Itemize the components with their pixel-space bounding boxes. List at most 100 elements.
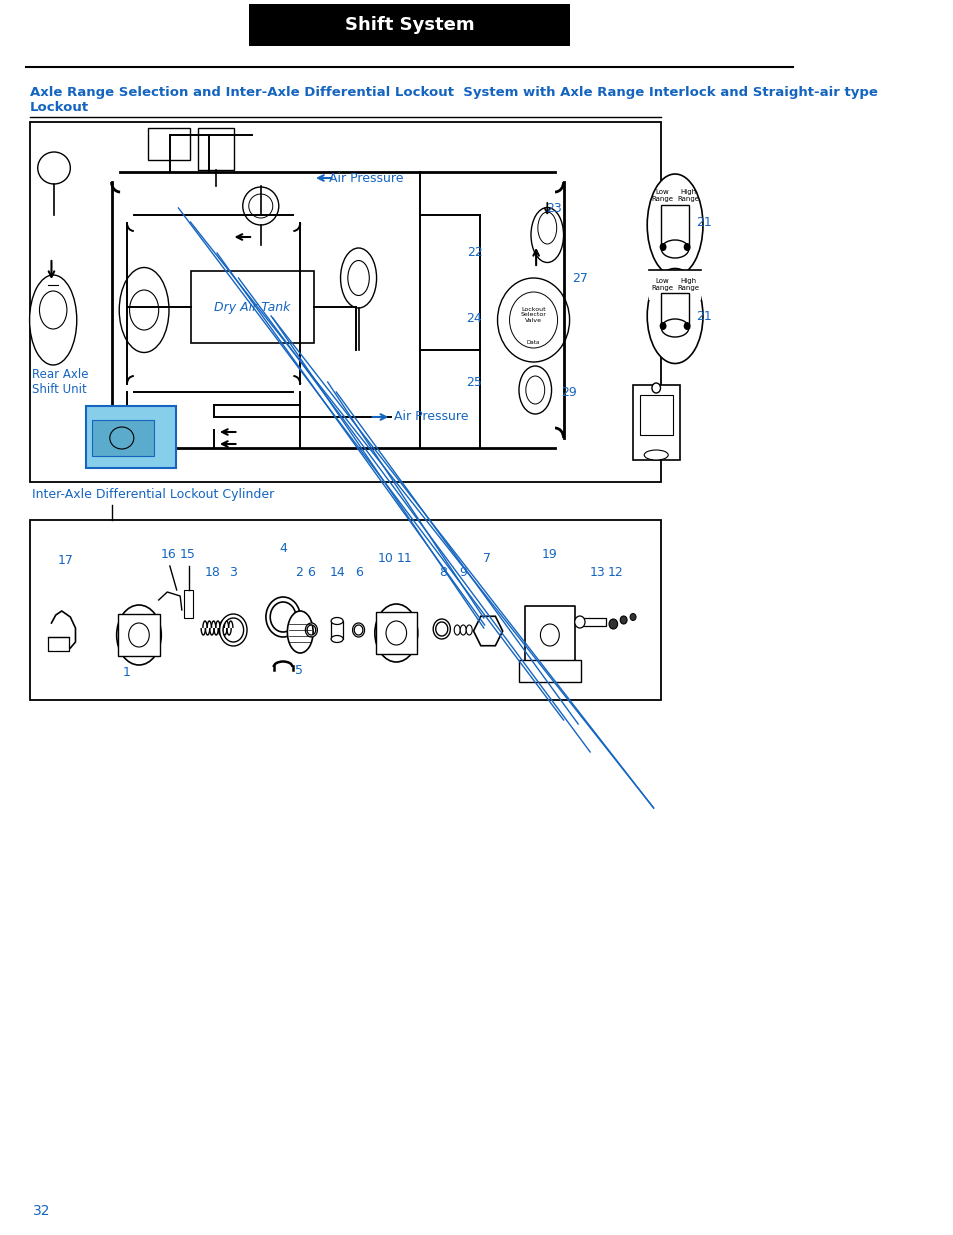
Ellipse shape bbox=[30, 275, 76, 366]
Circle shape bbox=[619, 616, 626, 624]
Text: 7: 7 bbox=[483, 552, 491, 566]
Text: 25: 25 bbox=[466, 375, 481, 389]
Ellipse shape bbox=[537, 212, 557, 245]
Bar bbox=[524, 606, 574, 674]
Text: 4: 4 bbox=[279, 542, 287, 556]
Text: 32: 32 bbox=[32, 1204, 51, 1218]
Text: 2: 2 bbox=[295, 566, 303, 578]
Text: Inter-Axle Differential Lockout Cylinder: Inter-Axle Differential Lockout Cylinder bbox=[31, 488, 274, 501]
Text: 19: 19 bbox=[541, 547, 558, 561]
Circle shape bbox=[608, 619, 617, 629]
Text: 11: 11 bbox=[396, 552, 413, 566]
Circle shape bbox=[659, 322, 666, 330]
Bar bbox=[198, 128, 233, 170]
Text: 21: 21 bbox=[696, 310, 712, 322]
Circle shape bbox=[683, 322, 690, 330]
Bar bbox=[149, 128, 190, 161]
Text: 29: 29 bbox=[560, 385, 576, 399]
Circle shape bbox=[629, 614, 636, 620]
Bar bbox=[375, 613, 416, 655]
Text: 17: 17 bbox=[58, 553, 74, 567]
Bar bbox=[30, 122, 659, 482]
Bar bbox=[184, 590, 193, 618]
Ellipse shape bbox=[38, 152, 71, 184]
Text: 22: 22 bbox=[467, 247, 482, 259]
Text: 24: 24 bbox=[466, 311, 481, 325]
Circle shape bbox=[683, 243, 690, 251]
Ellipse shape bbox=[331, 636, 343, 642]
Text: Air Pressure: Air Pressure bbox=[328, 172, 402, 184]
Text: 16: 16 bbox=[160, 547, 175, 561]
Text: High
Range: High Range bbox=[677, 278, 699, 291]
Bar bbox=[633, 385, 679, 459]
Ellipse shape bbox=[249, 194, 273, 219]
Ellipse shape bbox=[130, 290, 158, 330]
Circle shape bbox=[539, 624, 558, 646]
Text: High
Range: High Range bbox=[677, 189, 699, 203]
Ellipse shape bbox=[646, 268, 702, 363]
Bar bbox=[86, 406, 175, 468]
Ellipse shape bbox=[375, 604, 417, 662]
Text: 8: 8 bbox=[438, 566, 446, 578]
Text: Axle Range Selection and Inter-Axle Differential Lockout  System with Axle Range: Axle Range Selection and Inter-Axle Diff… bbox=[30, 86, 877, 99]
Bar bbox=[91, 420, 153, 456]
Text: 15: 15 bbox=[180, 547, 195, 561]
Ellipse shape bbox=[242, 186, 278, 225]
Ellipse shape bbox=[287, 611, 313, 653]
Text: 10: 10 bbox=[377, 552, 394, 566]
Text: 13: 13 bbox=[589, 566, 605, 578]
Text: Rear Axle
Shift Unit: Rear Axle Shift Unit bbox=[31, 368, 88, 396]
Text: Dry Air Tank: Dry Air Tank bbox=[213, 300, 290, 314]
Text: 1: 1 bbox=[123, 667, 131, 679]
Bar bbox=[649, 270, 700, 300]
Ellipse shape bbox=[466, 625, 472, 635]
Bar bbox=[639, 395, 672, 435]
Text: 9: 9 bbox=[458, 566, 467, 578]
Ellipse shape bbox=[518, 366, 551, 414]
Bar bbox=[331, 621, 343, 638]
Text: 23: 23 bbox=[545, 201, 561, 215]
Circle shape bbox=[129, 622, 149, 647]
Ellipse shape bbox=[531, 207, 563, 263]
Text: Air Pressure: Air Pressure bbox=[394, 410, 468, 424]
Text: Shift System: Shift System bbox=[344, 16, 474, 35]
Ellipse shape bbox=[340, 248, 376, 308]
Bar bbox=[192, 270, 314, 343]
Text: 6: 6 bbox=[307, 566, 315, 578]
Text: 21: 21 bbox=[696, 215, 712, 228]
Circle shape bbox=[497, 278, 569, 362]
Bar bbox=[249, 4, 570, 46]
Text: 14: 14 bbox=[329, 566, 345, 578]
Ellipse shape bbox=[459, 625, 466, 635]
Bar bbox=[30, 520, 659, 700]
Text: 27: 27 bbox=[572, 272, 588, 284]
Circle shape bbox=[659, 243, 666, 251]
Bar bbox=[660, 293, 688, 329]
Ellipse shape bbox=[116, 605, 161, 664]
Text: 12: 12 bbox=[607, 566, 623, 578]
Bar bbox=[660, 205, 688, 249]
Ellipse shape bbox=[348, 261, 369, 295]
Ellipse shape bbox=[110, 427, 133, 450]
Ellipse shape bbox=[660, 240, 688, 258]
Circle shape bbox=[509, 291, 557, 348]
Ellipse shape bbox=[525, 375, 544, 404]
Text: 6: 6 bbox=[355, 566, 362, 578]
Bar bbox=[579, 618, 605, 626]
Text: 5: 5 bbox=[295, 663, 303, 677]
Circle shape bbox=[386, 621, 406, 645]
Text: 18: 18 bbox=[205, 566, 220, 578]
Ellipse shape bbox=[646, 174, 702, 275]
Ellipse shape bbox=[454, 625, 459, 635]
Text: Lockout: Lockout bbox=[30, 101, 89, 114]
Circle shape bbox=[651, 383, 659, 393]
Bar bbox=[118, 614, 159, 656]
Ellipse shape bbox=[331, 618, 343, 625]
Bar bbox=[518, 659, 580, 682]
Text: Data: Data bbox=[526, 340, 539, 345]
Text: Low
Range: Low Range bbox=[651, 278, 673, 291]
Ellipse shape bbox=[39, 291, 67, 329]
Bar bbox=[48, 637, 70, 651]
Text: Low
Range: Low Range bbox=[651, 189, 673, 203]
Text: Lockout
Selector
Valve: Lockout Selector Valve bbox=[520, 306, 546, 324]
